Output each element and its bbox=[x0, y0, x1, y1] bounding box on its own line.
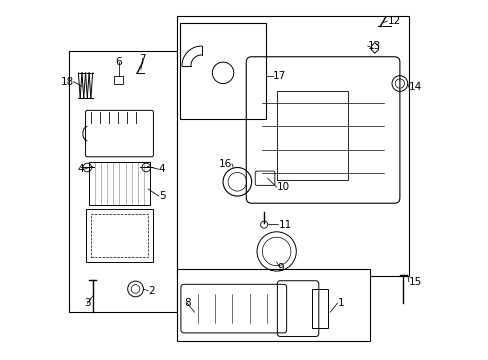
Text: 3: 3 bbox=[84, 298, 90, 308]
Bar bbox=[312, 289, 328, 328]
Bar bbox=[180, 23, 265, 119]
Text: 18: 18 bbox=[61, 77, 74, 87]
Text: 5: 5 bbox=[159, 191, 165, 201]
Bar bbox=[89, 162, 149, 205]
Text: 11: 11 bbox=[278, 220, 291, 230]
Text: 7: 7 bbox=[139, 54, 146, 64]
Text: 17: 17 bbox=[272, 71, 286, 81]
Text: 12: 12 bbox=[386, 16, 400, 26]
Bar bbox=[69, 51, 176, 312]
Text: 4: 4 bbox=[77, 164, 83, 174]
Text: 2: 2 bbox=[148, 286, 154, 296]
Text: 4: 4 bbox=[159, 164, 165, 174]
Text: 9: 9 bbox=[276, 262, 283, 273]
Text: 15: 15 bbox=[408, 277, 421, 287]
Bar bbox=[91, 214, 148, 257]
Text: 1: 1 bbox=[337, 298, 343, 308]
Bar bbox=[176, 269, 369, 341]
Text: 6: 6 bbox=[115, 57, 122, 67]
Text: 10: 10 bbox=[276, 182, 289, 192]
Text: 14: 14 bbox=[408, 82, 421, 92]
Bar bbox=[114, 76, 123, 84]
Text: 13: 13 bbox=[367, 41, 380, 51]
Text: 16: 16 bbox=[218, 159, 231, 169]
Bar bbox=[276, 91, 347, 180]
Text: 8: 8 bbox=[183, 298, 190, 308]
Bar bbox=[176, 16, 408, 276]
Bar bbox=[85, 208, 153, 262]
